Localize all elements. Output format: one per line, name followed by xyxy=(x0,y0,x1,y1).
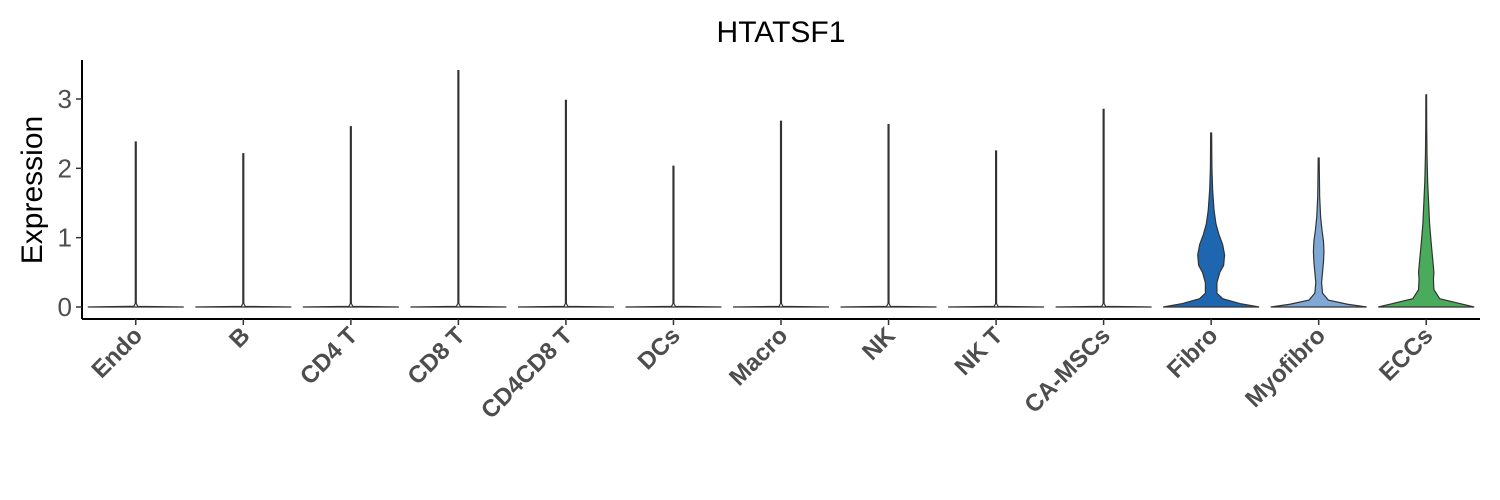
violin-fibro xyxy=(1163,132,1260,308)
x-ticks: Endo B CD4 T CD8 T CD4CD8 T DCs Macro NK NK T CA-… xyxy=(86,319,1438,424)
x-tick-label: NK xyxy=(857,322,901,366)
violin-dcs xyxy=(625,165,722,308)
violin-group xyxy=(87,69,1475,308)
violin-nk-t xyxy=(948,150,1045,308)
x-tick-label: Myofibro xyxy=(1240,322,1331,413)
violin-cd4cd8-t xyxy=(517,99,614,308)
x-tick-label: B xyxy=(224,322,255,353)
x-tick-label: CD8 T xyxy=(403,322,471,390)
violin-nk xyxy=(840,124,937,308)
violin-eccs xyxy=(1378,94,1475,308)
x-tick-label: CA-MSCs xyxy=(1019,322,1115,418)
x-tick-label: Fibro xyxy=(1162,322,1224,384)
x-tick-label: CD4 T xyxy=(295,322,363,390)
x-tick-label: ECCs xyxy=(1374,322,1438,386)
chart-title: HTATSF1 xyxy=(717,16,846,49)
x-tick-label: DCs xyxy=(633,322,686,375)
violin-ca-mscs xyxy=(1055,108,1152,308)
y-tick-label: 3 xyxy=(58,84,72,114)
violin-myofibro xyxy=(1270,157,1367,308)
y-tick-label: 2 xyxy=(58,153,72,183)
violin-endo xyxy=(87,141,184,308)
y-tick-label: 0 xyxy=(58,292,72,322)
y-tick-label: 1 xyxy=(58,223,72,253)
x-tick-label: CD4CD8 T xyxy=(476,322,578,424)
violin-cd8-t xyxy=(410,69,507,308)
violin-b xyxy=(195,153,292,308)
x-tick-label: Endo xyxy=(86,322,148,384)
y-ticks: 0 1 2 3 xyxy=(58,84,82,322)
violin-cd4-t xyxy=(302,126,399,308)
y-axis-label: Expression xyxy=(16,116,49,264)
x-tick-label: NK T xyxy=(950,322,1009,381)
x-tick-label: Macro xyxy=(724,322,793,391)
violin-macro xyxy=(732,120,830,308)
